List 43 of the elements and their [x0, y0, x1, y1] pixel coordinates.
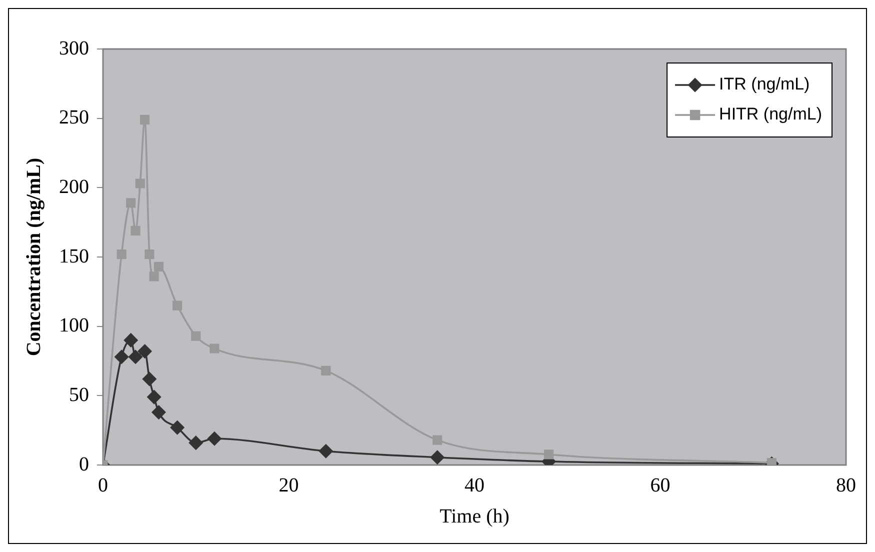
point	[432, 435, 442, 445]
point	[130, 226, 140, 236]
x-tick-label: 0	[98, 474, 108, 496]
point	[208, 432, 222, 446]
point	[114, 350, 128, 364]
point	[544, 450, 554, 460]
point	[430, 450, 444, 464]
point	[154, 262, 164, 272]
y-tick-label: 50	[69, 384, 89, 406]
y-tick-label: 0	[79, 453, 89, 476]
y-tick-label: 200	[59, 176, 89, 198]
x-tick-label: 80	[836, 474, 856, 496]
point	[170, 420, 184, 434]
x-tick-label: 20	[278, 474, 299, 496]
point	[319, 444, 333, 458]
y-tick-label: 100	[59, 314, 89, 337]
point	[116, 249, 126, 260]
point	[138, 344, 152, 358]
point	[210, 344, 220, 354]
legend-label: HITR (ng/mL)	[719, 104, 822, 124]
point	[140, 114, 150, 125]
point	[152, 405, 166, 420]
y-tick-label: 150	[59, 245, 89, 268]
x-tick-label: 40	[464, 474, 484, 496]
point	[128, 350, 142, 364]
point	[135, 178, 145, 188]
point	[321, 366, 331, 376]
point	[147, 390, 161, 404]
point	[191, 331, 201, 341]
legend-label: ITR (ng/mL)	[719, 74, 810, 94]
point	[766, 458, 776, 465]
point	[149, 272, 159, 282]
point	[142, 372, 156, 386]
point	[172, 300, 182, 310]
y-axis-title: Concentration (ng/mL)	[23, 158, 46, 356]
y-tick-label: 250	[59, 106, 89, 129]
x-tick-label: 60	[650, 474, 670, 496]
point	[126, 198, 136, 208]
point	[144, 249, 154, 260]
x-axis-title: Time (h)	[440, 505, 510, 528]
point	[124, 333, 138, 348]
y-tick-label: 300	[59, 37, 89, 60]
point	[188, 436, 203, 450]
